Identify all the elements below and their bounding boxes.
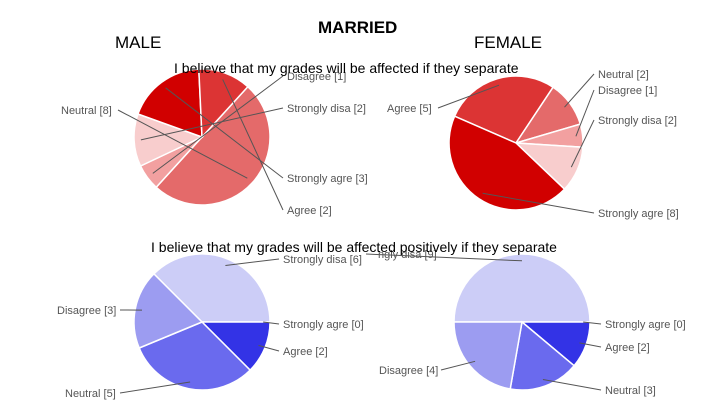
slice-label: Agree [2] — [287, 205, 332, 217]
label-leader-line — [225, 258, 280, 266]
slice-label: Disagree [4] — [379, 365, 438, 377]
slice-label: Agree [5] — [387, 103, 432, 115]
label-leader-line — [222, 79, 284, 211]
label-leader-line — [440, 360, 476, 371]
pie-slice-disagree — [453, 321, 523, 390]
slice-label: Strongly agre [0] — [605, 319, 686, 331]
question-1-title: I believe that my grades will be affecte… — [174, 60, 519, 76]
slice-label: Neutral [3] — [605, 385, 656, 397]
label-leader-line — [119, 381, 191, 394]
label-leader-line — [152, 75, 284, 174]
slice-label: Disagree [1] — [598, 85, 657, 97]
pie-chart-4 — [453, 253, 591, 391]
slice-label: Disagree [1] — [287, 71, 346, 83]
pie-slice-strongly-disa — [152, 253, 271, 323]
label-leader-line — [564, 73, 595, 108]
question-2-title: I believe that my grades will be affecte… — [151, 239, 557, 255]
label-leader-line — [542, 379, 602, 391]
slice-label: Strongly disa [2] — [287, 103, 366, 115]
label-leader-line — [258, 344, 280, 352]
main-title: MARRIED — [318, 18, 398, 37]
slice-label: Agree [2] — [283, 346, 328, 358]
pie-slice-agree — [198, 68, 249, 139]
label-leader-line — [482, 192, 595, 214]
slice-label: Agree [2] — [605, 342, 650, 354]
label-leader-line — [570, 119, 595, 168]
pie-slice-neutral — [138, 321, 252, 391]
slice-label: Strongly agre [3] — [287, 173, 368, 185]
pie-slice-strongly-agre — [448, 115, 566, 211]
pie-slice-strongly-agre — [137, 68, 203, 139]
slice-label: Strongly agre [0] — [283, 319, 364, 331]
slice-label: Neutral [5] — [65, 388, 116, 400]
pie-chart-3 — [133, 253, 271, 391]
slice-label: Neutral [8] — [61, 105, 112, 117]
slice-label: Neutral [2] — [598, 69, 649, 81]
pie-slice-disagree — [133, 272, 204, 349]
slice-label: Strongly disa [6] — [283, 254, 362, 266]
label-leader-line — [365, 253, 523, 262]
label-leader-line — [117, 109, 248, 179]
slice-label: Strongly agre [8] — [598, 208, 679, 220]
pie-slice-neutral — [509, 320, 576, 391]
label-leader-line — [437, 84, 500, 109]
label-leader-line — [575, 89, 595, 137]
slice-label: ngly disa [9] — [378, 249, 437, 261]
label-leader-line — [579, 342, 602, 348]
label-leader-line — [165, 87, 284, 179]
label-leader-line — [263, 321, 280, 325]
label-leader-line — [583, 321, 602, 325]
slice-label: Strongly disa [2] — [598, 115, 677, 127]
female-column-title: FEMALE — [474, 33, 543, 52]
slice-label: Disagree [3] — [57, 305, 116, 317]
male-column-title: MALE — [115, 33, 162, 52]
pie-slice-strongly-disa — [453, 253, 591, 323]
